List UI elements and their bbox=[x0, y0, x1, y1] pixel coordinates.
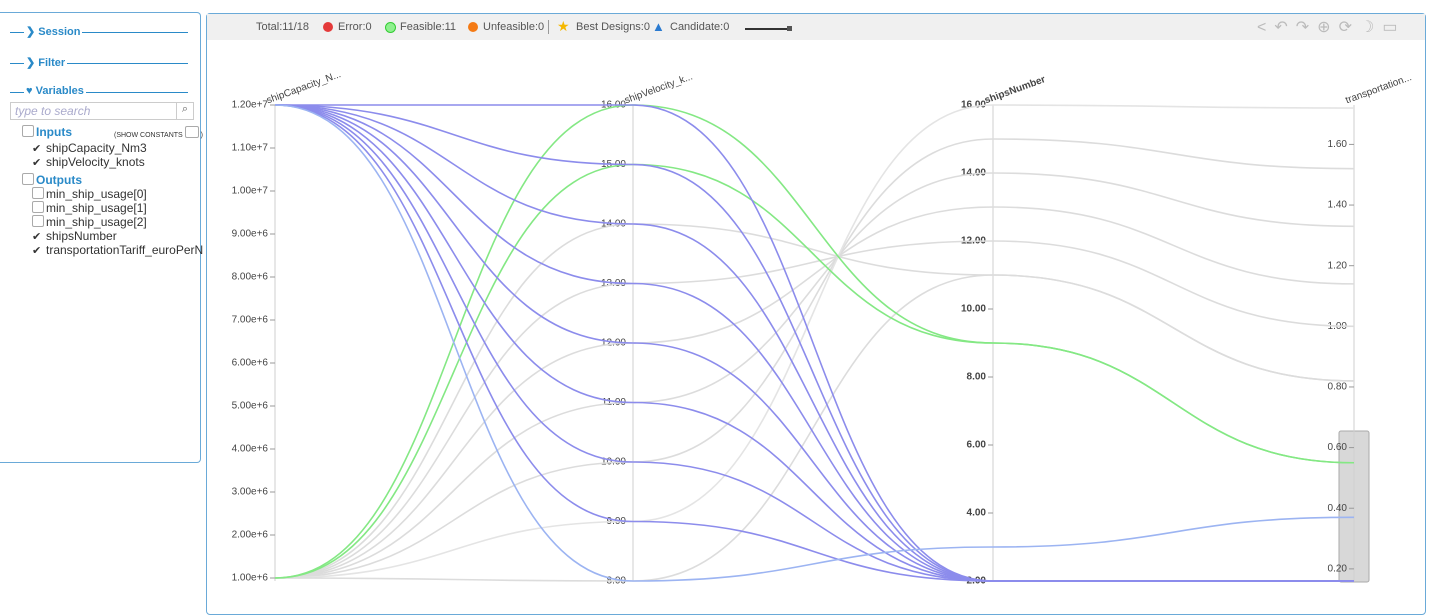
tick-label: 4.00 bbox=[967, 508, 987, 519]
tick-label: 1.20e+7 bbox=[232, 100, 269, 111]
polyline bbox=[274, 206, 1355, 579]
show-constants-label: ) bbox=[200, 132, 203, 139]
variable-name: shipCapacity_Nm3 bbox=[46, 141, 147, 155]
star-icon: ★ bbox=[557, 18, 570, 34]
tick-label: 1.10e+7 bbox=[232, 143, 269, 154]
axis-label: shipsNumber bbox=[983, 74, 1047, 106]
variable-name: min_ship_usage[2] bbox=[46, 215, 147, 229]
outputs-group[interactable]: Outputs bbox=[22, 173, 82, 187]
tick-label: 1.20 bbox=[1328, 260, 1348, 271]
tick-label: 0.80 bbox=[1328, 382, 1348, 393]
polyline bbox=[274, 104, 1355, 579]
tick-label: 1.40 bbox=[1328, 200, 1348, 211]
variable-name: shipVelocity_knots bbox=[46, 155, 145, 169]
feasible-dot bbox=[385, 22, 396, 33]
section-filter[interactable]: ❯ Filter bbox=[10, 56, 188, 70]
toolbar: Total:11/18 Error:0 Feasible:11 Unfeasib… bbox=[207, 14, 1425, 40]
variable-name: shipsNumber bbox=[46, 229, 117, 243]
thumb-icon: ▲ bbox=[652, 19, 665, 34]
variable-item[interactable]: min_ship_usage[2] bbox=[32, 215, 147, 229]
toolbar-icons[interactable]: <↶↷⊕⟳☽▭ bbox=[1257, 19, 1406, 36]
slider[interactable] bbox=[745, 28, 791, 30]
polyline bbox=[274, 274, 1355, 582]
checkbox[interactable] bbox=[32, 215, 44, 227]
section-title: Variables bbox=[35, 85, 84, 97]
variable-item[interactable]: ✔ shipsNumber bbox=[32, 229, 117, 243]
total-count: Total:11/18 bbox=[256, 21, 310, 33]
unfeasible-dot bbox=[468, 22, 478, 32]
section-variables[interactable]: ♥ Variables bbox=[10, 85, 188, 99]
tick-label: 6.00e+6 bbox=[232, 358, 269, 369]
checkbox[interactable] bbox=[32, 187, 44, 199]
polyline bbox=[274, 240, 1355, 579]
tick-label: 14.00 bbox=[961, 168, 986, 179]
section-title: Session bbox=[38, 26, 81, 38]
polyline bbox=[274, 172, 1355, 579]
section-title: Filter bbox=[38, 57, 66, 69]
checkbox[interactable]: ✔ bbox=[32, 231, 42, 243]
tick-label: 16.00 bbox=[961, 100, 986, 111]
checkbox[interactable]: ✔ bbox=[32, 143, 42, 155]
tick-label: 4.00e+6 bbox=[232, 444, 269, 455]
tick-label: 1.60 bbox=[1328, 139, 1348, 150]
variable-item[interactable]: ✔ transportationTariff_euroPerN bbox=[32, 243, 203, 257]
tick-label: 1.00e+6 bbox=[232, 573, 269, 584]
tick-label: 8.00 bbox=[967, 372, 987, 383]
variable-item[interactable]: min_ship_usage[1] bbox=[32, 201, 147, 215]
search-placeholder: type to search bbox=[15, 104, 91, 118]
separator bbox=[548, 20, 549, 34]
polyline bbox=[274, 104, 1354, 582]
checkbox[interactable]: ✔ bbox=[32, 245, 42, 257]
slider-handle[interactable] bbox=[787, 26, 792, 31]
axis-label: transportation... bbox=[1344, 72, 1413, 106]
sidebar: ❯ Session ❯ Filter ♥ Variables type to s… bbox=[0, 12, 203, 463]
error-count[interactable]: Error:0 bbox=[338, 21, 372, 33]
axis-label: shipCapacity_N... bbox=[265, 69, 342, 106]
show-constants-label: (SHOW CONSTANTS bbox=[114, 132, 183, 139]
feasible-count[interactable]: Feasible:11 bbox=[400, 21, 457, 33]
polyline bbox=[274, 223, 1355, 579]
polyline bbox=[274, 163, 1355, 579]
tick-label: 12.00 bbox=[601, 338, 626, 349]
variable-name: min_ship_usage[0] bbox=[46, 187, 147, 201]
tick-label: 10.00 bbox=[961, 304, 986, 315]
tick-label: 5.00e+6 bbox=[232, 401, 269, 412]
variable-item[interactable]: ✔ shipVelocity_knots bbox=[32, 155, 145, 169]
candidate-count[interactable]: Candidate:0 bbox=[670, 21, 730, 33]
tick-label: 0.20 bbox=[1328, 564, 1348, 575]
checkbox[interactable] bbox=[32, 201, 44, 213]
tick-label: 9.00e+6 bbox=[232, 229, 269, 240]
tick-label: 0.60 bbox=[1328, 442, 1348, 453]
search-icon[interactable]: ⌕ bbox=[176, 103, 193, 119]
best-designs-count[interactable]: Best Designs:0 bbox=[576, 21, 650, 33]
tick-label: 7.00e+6 bbox=[232, 315, 269, 326]
error-dot bbox=[323, 22, 333, 32]
unfeasible-count[interactable]: Unfeasible:0 bbox=[483, 21, 545, 33]
show-constants[interactable]: (SHOW CONSTANTS ) bbox=[114, 126, 203, 139]
inputs-group[interactable]: Inputs bbox=[22, 125, 72, 139]
group-label: Inputs bbox=[36, 125, 72, 139]
polyline bbox=[274, 104, 1354, 582]
variable-name: min_ship_usage[1] bbox=[46, 201, 147, 215]
tick-label: 8.00e+6 bbox=[232, 272, 269, 283]
variable-name: transportationTariff_euroPerN bbox=[46, 243, 204, 257]
section-session[interactable]: ❯ Session bbox=[10, 25, 188, 39]
variable-item[interactable]: ✔ shipCapacity_Nm3 bbox=[32, 141, 147, 155]
tick-label: 13.00 bbox=[601, 278, 626, 289]
tick-label: 2.00e+6 bbox=[232, 530, 269, 541]
tick-label: 3.00e+6 bbox=[232, 487, 269, 498]
tick-label: 0.40 bbox=[1328, 503, 1348, 514]
tick-label: 6.00 bbox=[967, 440, 987, 451]
variable-item[interactable]: min_ship_usage[0] bbox=[32, 187, 147, 201]
search-box[interactable]: type to search ⌕ bbox=[10, 102, 194, 120]
axis-label: shipVelocity_k... bbox=[623, 71, 694, 106]
checkbox[interactable]: ✔ bbox=[32, 157, 42, 169]
tick-label: 1.00e+7 bbox=[232, 186, 269, 197]
group-label: Outputs bbox=[36, 173, 82, 187]
polyline bbox=[274, 104, 1355, 582]
